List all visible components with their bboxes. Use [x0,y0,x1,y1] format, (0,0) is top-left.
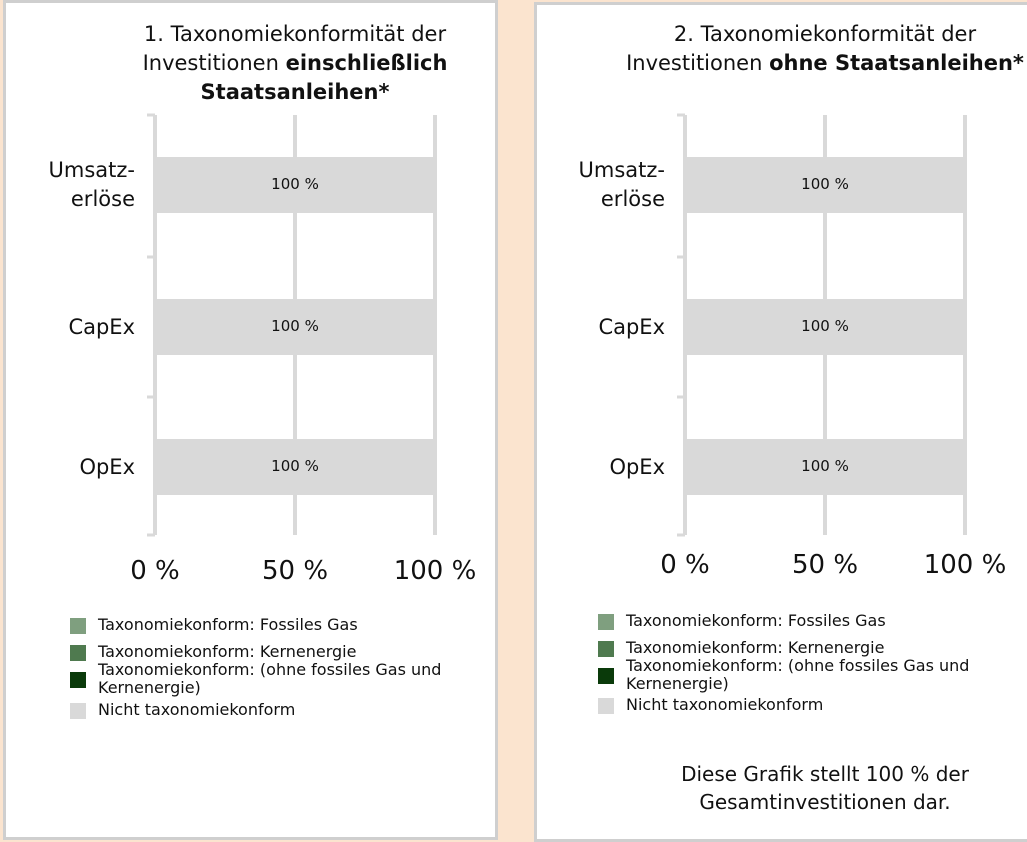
legend-label: Taxonomiekonform: (ohne fossiles Gas und… [98,660,442,697]
legend-swatch [70,618,86,634]
chart-title: 1. Taxonomiekonformität der Investitione… [80,20,510,107]
legend-label: Taxonomiekonform: Fossiles Gas [626,611,886,630]
y-tick-label: CapEx [598,314,665,339]
title-text: 2. Taxonomiekonformität der Investitione… [626,22,977,75]
panel [3,0,498,840]
bar-segment [155,299,435,355]
value-label: 100 % [801,457,849,475]
legend-label: Taxonomiekonform: Kernenergie [98,642,357,661]
y-tick-label: Umsatz- erlöse [578,158,665,211]
legend-swatch [598,698,614,714]
y-tick-label: OpEx [609,454,665,479]
bar-segment [685,157,965,213]
legend-swatch [598,614,614,630]
x-tick-label: 100 % [393,556,477,586]
value-label: 100 % [271,457,319,475]
title-text: 1. Taxonomiekonformität der Investitione… [142,22,447,75]
value-label: 100 % [801,317,849,335]
legend-swatch [70,672,86,688]
x-tick-label: 50 % [791,550,859,580]
bar-segment [685,439,965,495]
legend-label: Taxonomiekonform: (ohne fossiles Gas und… [626,656,970,693]
legend-swatch [70,645,86,661]
title-bold: ohne Staatsanleihen* [769,51,1024,75]
x-tick-label: 0 % [660,550,710,580]
x-tick-label: 100 % [923,550,1007,580]
panel [534,2,1027,842]
bar-segment [155,439,435,495]
x-tick-label: 0 % [130,556,180,586]
note: Diese Grafik stellt 100 % der Gesamtinve… [681,762,969,814]
value-label: 100 % [801,175,849,193]
bar-segment [685,299,965,355]
y-tick-label: CapEx [68,314,135,339]
y-tick-label: OpEx [79,454,135,479]
bar-segment [155,157,435,213]
legend-label: Nicht taxonomiekonform [626,695,824,714]
value-label: 100 % [271,175,319,193]
legend-swatch [598,668,614,684]
chart-title: 2. Taxonomiekonformität der Investitione… [610,20,1027,78]
y-tick-label: Umsatz- erlöse [48,158,135,211]
x-tick-label: 50 % [261,556,329,586]
legend-label: Nicht taxonomiekonform [98,700,296,719]
legend-swatch [598,641,614,657]
legend-label: Taxonomiekonform: Kernenergie [626,638,885,657]
legend-label: Taxonomiekonform: Fossiles Gas [98,615,358,634]
legend-swatch [70,703,86,719]
title-bold: einschließlich Staatsanleihen* [200,51,448,104]
value-label: 100 % [271,317,319,335]
